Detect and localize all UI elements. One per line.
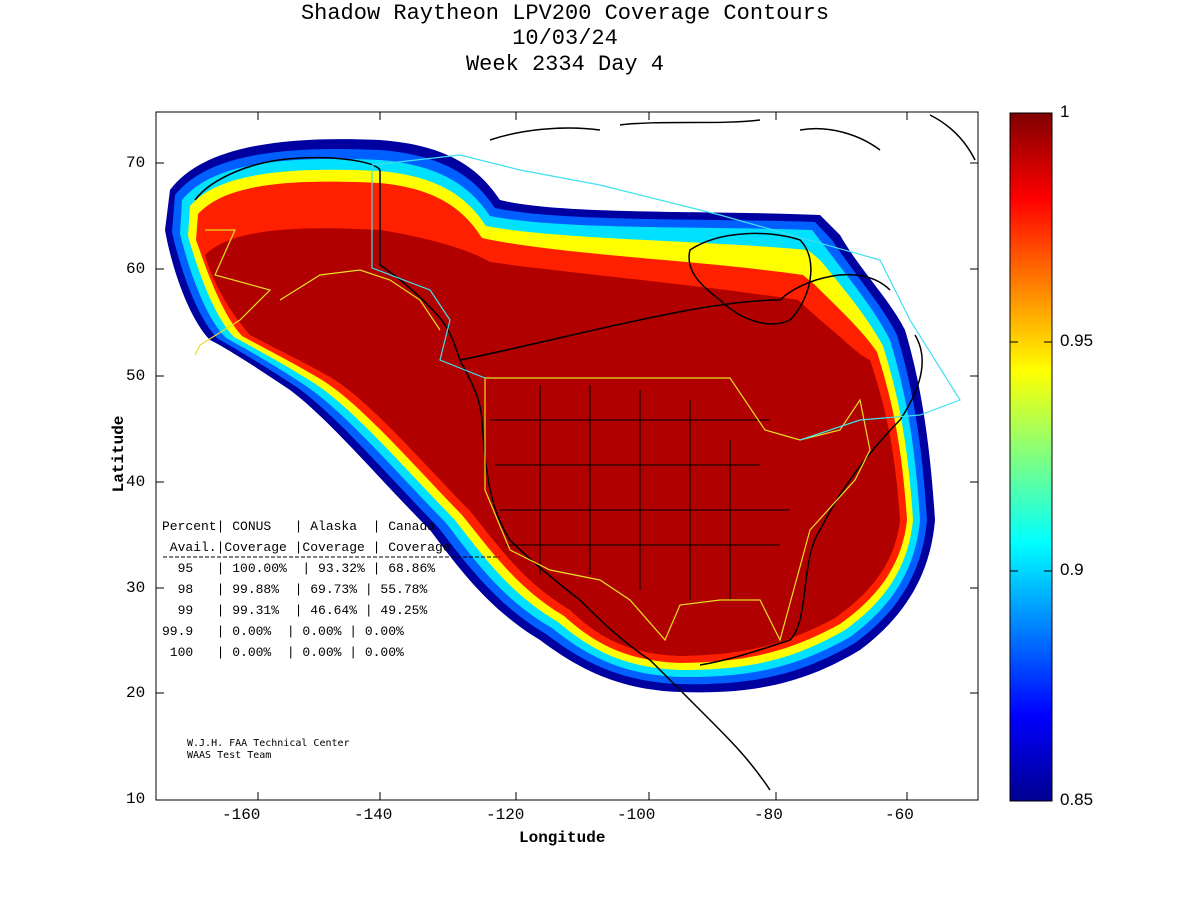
x-tick-label: -60 [885, 806, 914, 824]
region-borders [194, 154, 961, 642]
x-axis-label: Longitude [519, 829, 606, 847]
stats-header-2: Avail.|Coverage |Coverage | Coverage [162, 540, 451, 555]
stats-row: 95 | 100.00% | 93.32% | 68.86% [162, 561, 436, 576]
stats-row: 98 | 99.88% | 69.73% | 55.78% [162, 582, 428, 597]
state-boundaries [490, 385, 790, 600]
stats-header-1: Percent| CONUS | Alaska | Canada [162, 519, 436, 534]
colorbar-tick-label: 0.85 [1060, 790, 1094, 809]
credit-line-1: W.J.H. FAA Technical Center [187, 738, 350, 749]
colorbar [1009, 112, 1053, 802]
y-tick-label: 30 [126, 579, 146, 597]
stats-row: 99.9 | 0.00% | 0.00% | 0.00% [162, 624, 404, 639]
x-tick-label: -120 [486, 806, 525, 824]
y-tick-label: 60 [126, 260, 146, 278]
coverage-stats-table: Percent| CONUS | Alaska | Canada Avail.|… [162, 516, 451, 663]
y-tick-label: 10 [126, 790, 146, 808]
chart-date: 10/03/24 [512, 26, 618, 51]
chart-title: Shadow Raytheon LPV200 Coverage Contours [300, 1, 830, 26]
y-tick-label: 20 [126, 684, 146, 702]
alaska-border [194, 229, 441, 356]
hudson-bay [688, 232, 812, 325]
plot-frame [155, 111, 979, 801]
arctic-islands [489, 114, 976, 161]
contour-band-100 [205, 228, 900, 656]
x-tick-label: -100 [617, 806, 656, 824]
chart-week: Week 2334 Day 4 [465, 52, 665, 77]
x-tick-label: -160 [222, 806, 261, 824]
colorbar-tick-marks [1010, 341, 1052, 572]
colorbar-tick-label: 1 [1060, 102, 1070, 121]
colorbar-tick-label: 0.9 [1060, 560, 1084, 579]
coastlines [194, 114, 976, 791]
x-tick-label: -80 [754, 806, 783, 824]
credit-block: W.J.H. FAA Technical Center WAAS Test Te… [187, 738, 350, 762]
stats-row: 99 | 99.31% | 46.64% | 49.25% [162, 603, 428, 618]
credit-line-2: WAAS Test Team [187, 750, 272, 761]
y-tick-label: 70 [126, 154, 146, 172]
axis-tick-marks [156, 112, 978, 800]
x-tick-label: -140 [354, 806, 393, 824]
north-america-coast [459, 274, 923, 791]
y-tick-label: 40 [126, 473, 146, 491]
stats-row: 100 | 0.00% | 0.00% | 0.00% [162, 645, 404, 660]
colorbar-tick-label: 0.95 [1060, 331, 1094, 350]
canada-border [371, 154, 961, 441]
alaska-coast [194, 156, 461, 361]
y-tick-label: 50 [126, 367, 146, 385]
